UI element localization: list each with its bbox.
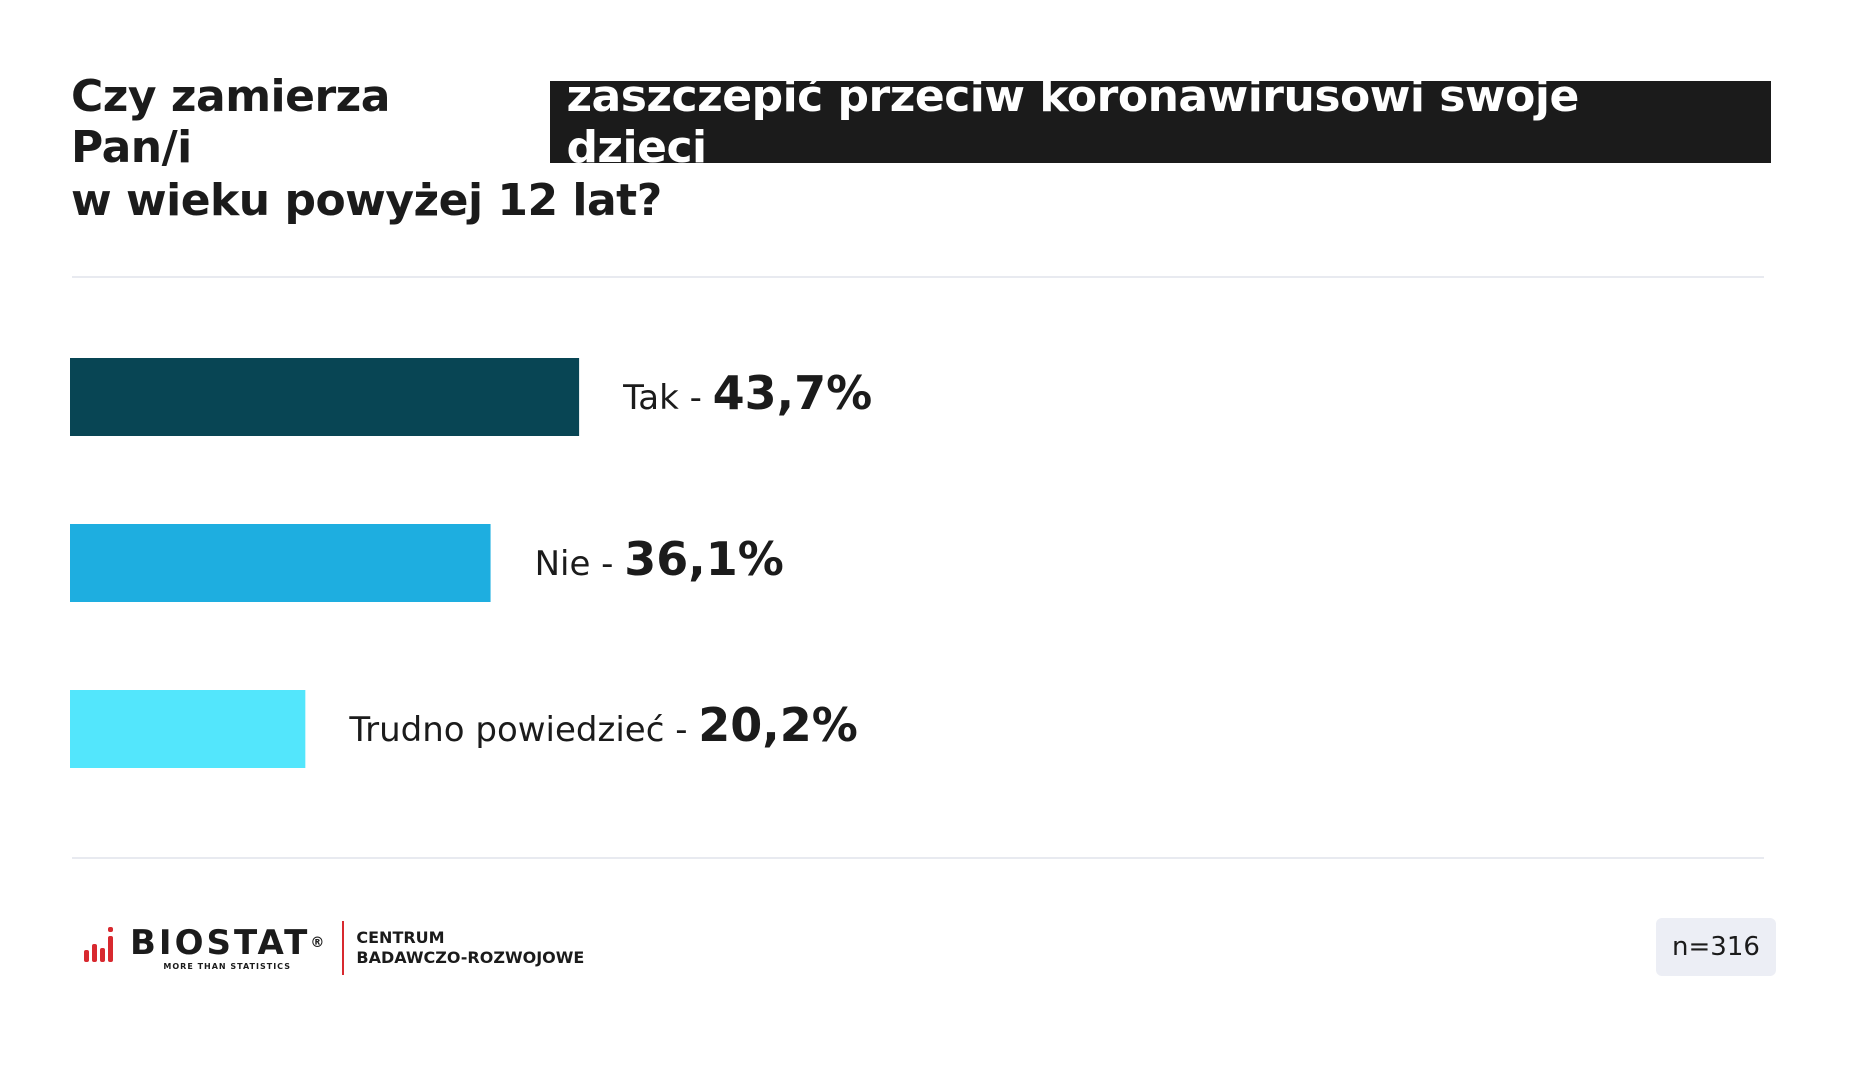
bar-2 xyxy=(70,690,306,768)
bar-0 xyxy=(70,358,580,436)
brand-tagline: MORE THAN STATISTICS xyxy=(163,961,291,971)
sample-size-badge: n=316 xyxy=(1656,918,1776,976)
category-label-2: Trudno powiedzieć - xyxy=(348,710,698,750)
title-part-1: Czy zamierza Pan/i xyxy=(71,71,390,173)
title-highlight: zaszczepić przeciw koronawirusowi swoje … xyxy=(550,71,1771,173)
bar-1 xyxy=(70,524,491,602)
value-label-1: 36,1% xyxy=(624,532,784,586)
biostat-logo: BIOSTAT® MORE THAN STATISTICS CENTRUM BA… xyxy=(84,918,584,978)
bar-logo-icon xyxy=(84,927,120,968)
logo-separator xyxy=(342,921,345,975)
bar-label-1: Nie - 36,1% xyxy=(535,532,784,586)
top-divider xyxy=(72,276,1764,278)
category-label-1: Nie - xyxy=(535,544,625,584)
bar-label-2: Trudno powiedzieć - 20,2% xyxy=(348,698,858,752)
bar-chart: Tak - 43,7% Nie - 36,1% Trudno powiedzieć … xyxy=(70,358,872,768)
centrum-label: CENTRUM BADAWCZO-ROZWOJOWE xyxy=(356,928,585,967)
chart-title: Czy zamierza Pan/i zaszczepić przeciw ko… xyxy=(71,71,1771,230)
bar-label-0: Tak - 43,7% xyxy=(622,366,872,420)
category-label-0: Tak - xyxy=(622,378,713,418)
value-label-2: 20,2% xyxy=(698,698,858,752)
brand-name: BIOSTAT® xyxy=(130,922,325,963)
title-part-2: w wieku powyżej 12 lat? xyxy=(71,174,662,226)
value-label-0: 43,7% xyxy=(713,366,873,420)
bottom-divider xyxy=(72,857,1764,859)
